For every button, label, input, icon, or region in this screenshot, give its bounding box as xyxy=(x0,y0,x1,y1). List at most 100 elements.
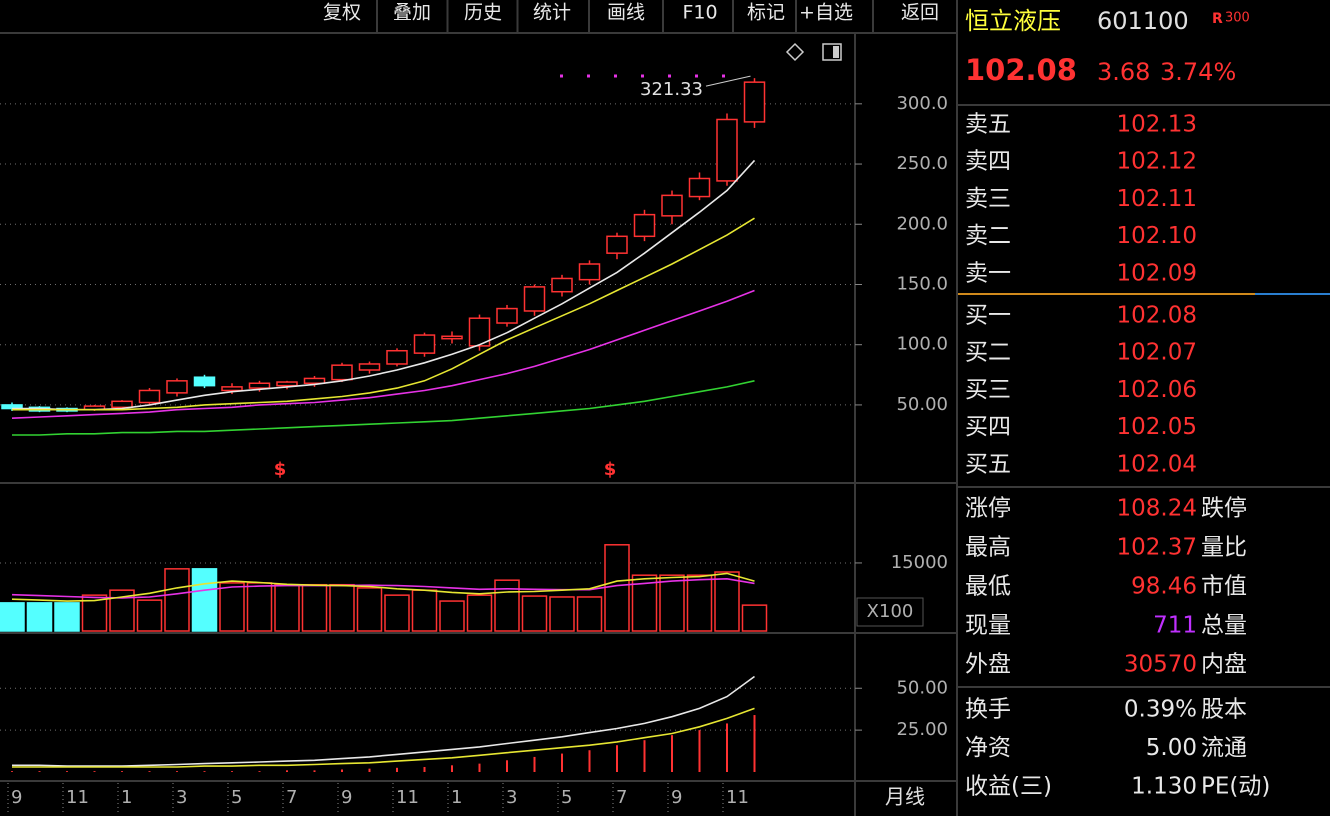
stat-label: 流通 xyxy=(1201,735,1247,761)
stat-label: 量比 xyxy=(1201,535,1247,561)
book-price: 102.05 xyxy=(1117,414,1197,440)
x-tick-label: 1 xyxy=(451,787,462,808)
volume-bar xyxy=(494,579,520,632)
candle-body xyxy=(743,81,766,123)
high-pointer xyxy=(705,75,751,87)
volume-bar xyxy=(26,602,53,632)
book-price: 102.06 xyxy=(1117,377,1197,403)
volume-bar xyxy=(54,602,80,632)
book-label: 买三 xyxy=(965,377,1011,403)
stat-value: 1.130 xyxy=(1131,774,1197,800)
toolbar-button[interactable]: 统计 xyxy=(533,2,571,24)
toolbar-button[interactable]: 画线 xyxy=(607,2,645,24)
x-tick-label: 7 xyxy=(616,787,627,808)
stat-label: 跌停 xyxy=(1201,496,1247,522)
candle-body xyxy=(468,317,491,347)
y-tick-label: 50.00 xyxy=(896,677,948,698)
stat-value: 711 xyxy=(1153,613,1197,639)
candle-body xyxy=(221,386,243,392)
indicator-line xyxy=(12,380,755,436)
stat-label: 换手 xyxy=(965,697,1011,723)
stat-label: 净资 xyxy=(965,735,1011,761)
volume-bar xyxy=(466,594,493,632)
toolbar-button[interactable]: F10 xyxy=(682,2,717,24)
candle-body xyxy=(716,118,738,182)
stat-label: 收益(三) xyxy=(965,774,1052,800)
volume-bar xyxy=(384,594,410,632)
x-tick-label: 9 xyxy=(341,787,352,808)
candle-body xyxy=(111,400,133,409)
price-change: 3.68 xyxy=(1097,58,1150,86)
x-tick-label: 5 xyxy=(231,787,242,808)
book-label: 卖一 xyxy=(965,260,1011,286)
x-tick-label: 3 xyxy=(176,787,187,808)
x-tick-label: 3 xyxy=(506,787,517,808)
stat-value: 30570 xyxy=(1124,652,1197,678)
stock-name: 恒立液压 xyxy=(965,7,1061,35)
book-price: 102.12 xyxy=(1117,149,1197,175)
stat-value: 102.37 xyxy=(1117,535,1197,561)
stat-label: 内盘 xyxy=(1201,652,1247,678)
volume-bar xyxy=(659,574,685,632)
period-label[interactable]: 月线 xyxy=(885,785,925,809)
candle-body xyxy=(688,177,711,198)
unit-box xyxy=(856,597,924,627)
volume-bar xyxy=(714,571,740,632)
volume-bar xyxy=(604,544,630,632)
x-tick-label: 7 xyxy=(286,787,297,808)
volume-bar xyxy=(246,582,273,632)
candle-body xyxy=(633,213,656,238)
stat-label: 最低 xyxy=(965,574,1011,600)
indicator-line xyxy=(12,675,755,767)
candle-body xyxy=(193,376,216,387)
toolbar-button[interactable]: 复权 xyxy=(323,2,361,24)
volume-bar xyxy=(356,587,383,632)
candle-body xyxy=(358,363,381,371)
volume-bar xyxy=(136,599,163,632)
x-tick-label: 9 xyxy=(671,787,682,808)
toolbar-button[interactable]: 标记 xyxy=(747,2,785,24)
volume-unit: X100 xyxy=(867,601,914,622)
book-label: 卖四 xyxy=(965,149,1011,175)
volume-bar xyxy=(411,589,438,632)
indicator-line xyxy=(11,289,755,419)
y-tick-label: 200.0 xyxy=(896,213,948,234)
candle-body xyxy=(303,377,326,384)
toolbar-button[interactable]: 历史 xyxy=(464,2,502,24)
book-label: 卖三 xyxy=(965,186,1011,212)
volume-bar xyxy=(521,595,548,632)
book-label: 买五 xyxy=(965,451,1011,477)
volume-bar xyxy=(741,604,768,632)
volume-bar xyxy=(164,568,190,632)
stat-label: PE(动) xyxy=(1201,774,1270,800)
toolbar-button[interactable]: +自选 xyxy=(799,2,853,24)
book-label: 买二 xyxy=(965,340,1011,366)
panel-icon[interactable] xyxy=(822,43,842,61)
volume-bar xyxy=(439,600,465,632)
indicator-line xyxy=(12,159,756,411)
badge: R xyxy=(1212,11,1223,27)
indicator-line xyxy=(12,707,755,768)
toolbar-button[interactable]: 返回 xyxy=(901,2,939,24)
volume-bar xyxy=(301,583,328,632)
last-price: 102.08 xyxy=(965,53,1077,87)
book-price: 102.10 xyxy=(1117,223,1197,249)
candle-body xyxy=(276,381,298,387)
stat-value: 5.00 xyxy=(1146,735,1197,761)
stat-label: 最高 xyxy=(965,535,1011,561)
volume-bar xyxy=(686,574,713,632)
stat-label: 涨停 xyxy=(965,496,1011,522)
candle-body xyxy=(138,389,161,404)
y-tick-label: 25.00 xyxy=(896,719,948,740)
indicator-line xyxy=(11,577,755,599)
book-label: 卖五 xyxy=(965,112,1011,138)
high-label: 321.33 xyxy=(640,79,703,100)
toolbar-button[interactable]: 叠加 xyxy=(393,2,431,24)
book-price: 102.07 xyxy=(1117,340,1197,366)
book-label: 买一 xyxy=(965,303,1011,329)
diamond-icon[interactable] xyxy=(785,42,805,62)
candle-body xyxy=(386,349,408,365)
candle-body xyxy=(441,335,463,340)
stat-value: 98.46 xyxy=(1131,574,1197,600)
